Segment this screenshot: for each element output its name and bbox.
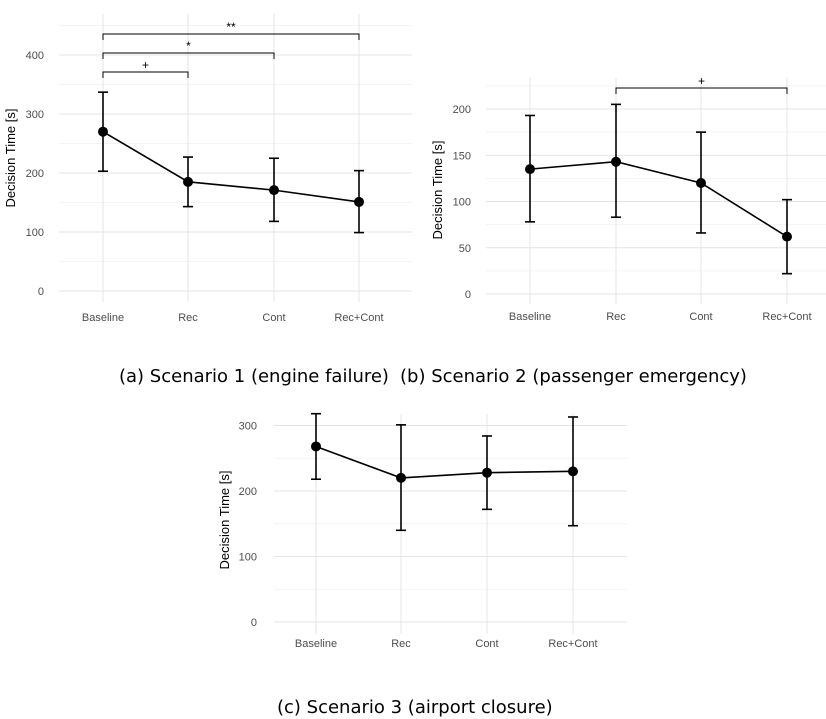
- x-tick-label: Baseline: [295, 638, 337, 650]
- data-point: [98, 126, 108, 137]
- data-point: [311, 441, 321, 452]
- significance-label: +: [698, 74, 705, 88]
- x-tick-label: Baseline: [82, 312, 124, 324]
- significance-label: **: [226, 20, 236, 34]
- y-tick-label: 300: [239, 421, 257, 433]
- significance-bracket: [615, 87, 788, 94]
- data-point: [183, 176, 193, 187]
- y-tick-label: 100: [26, 227, 44, 239]
- x-tick-label: Rec: [606, 311, 626, 323]
- data-point: [354, 196, 364, 207]
- caption-b: (b) Scenario 2 (passenger emergency): [400, 366, 747, 387]
- y-tick-label: 200: [26, 168, 44, 180]
- y-tick-label: 200: [453, 104, 471, 116]
- x-tick-label: Baseline: [509, 311, 551, 323]
- y-axis-label: Decision Time [s]: [3, 109, 18, 208]
- data-point: [396, 472, 406, 483]
- y-tick-label: 150: [453, 150, 471, 162]
- y-tick-label: 200: [239, 486, 257, 498]
- significance-bracket: [102, 52, 275, 59]
- y-axis-label: Decision Time [s]: [430, 141, 445, 240]
- significance-label: +: [142, 58, 149, 72]
- y-tick-label: 0: [251, 617, 257, 629]
- x-tick-label: Cont: [475, 638, 498, 650]
- y-tick-label: 400: [26, 50, 44, 62]
- data-point: [269, 185, 279, 196]
- series-line: [529, 160, 788, 238]
- y-tick-label: 300: [26, 109, 44, 121]
- significance-label: *: [186, 39, 191, 53]
- chart-panel-a: 0 100 200 300 400 Decision Time [s] Baseline Re…: [3, 14, 412, 324]
- x-tick-label: Rec+Cont: [334, 312, 383, 324]
- data-point: [611, 156, 621, 167]
- caption-c: (c) Scenario 3 (airport closure): [277, 697, 553, 718]
- significance-bracket: [102, 71, 189, 78]
- x-tick-label: Rec: [178, 312, 198, 324]
- data-point: [482, 467, 492, 478]
- chart-panel-c: 0 100 200 300 Decision Time [s] Baseline Rec Co…: [217, 412, 627, 650]
- data-point: [696, 178, 706, 188]
- caption-a: (a) Scenario 1 (engine failure): [119, 366, 389, 387]
- data-point: [568, 466, 578, 477]
- x-tick-label: Cont: [689, 311, 712, 323]
- series-line: [315, 445, 574, 479]
- data-point: [782, 231, 792, 242]
- y-tick-label: 100: [239, 552, 257, 564]
- y-tick-label: 100: [453, 197, 471, 209]
- x-tick-label: Cont: [262, 312, 285, 324]
- x-tick-label: Rec+Cont: [548, 638, 597, 650]
- y-tick-label: 0: [465, 289, 471, 301]
- significance-bracket: [102, 33, 360, 40]
- series-line: [102, 131, 360, 203]
- x-tick-label: Rec: [391, 638, 411, 650]
- chart-panel-b: 0 50 100 150 200 Decision Time [s] Baseline Rec…: [430, 74, 826, 323]
- x-tick-label: Rec+Cont: [762, 311, 811, 323]
- y-tick-label: 50: [459, 243, 471, 255]
- data-point: [525, 164, 535, 175]
- y-axis-label: Decision Time [s]: [217, 471, 232, 570]
- y-tick-label: 0: [38, 286, 44, 298]
